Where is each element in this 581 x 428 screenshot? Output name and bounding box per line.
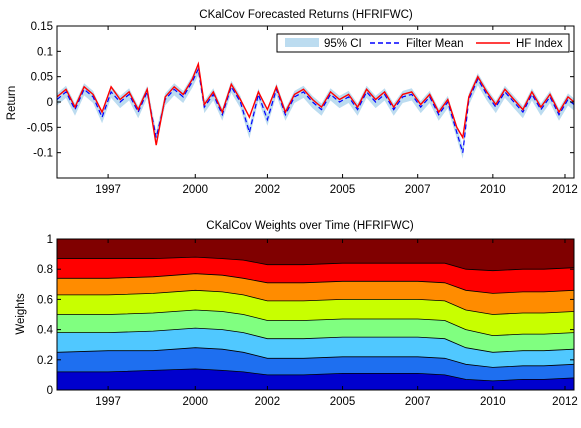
weight-boundary-line [57, 368, 575, 382]
x-tick-label: 2010 [480, 396, 506, 408]
legend-box [276, 33, 570, 53]
x-tick-label: 1997 [95, 184, 121, 196]
x-tick-label: 2005 [330, 396, 356, 408]
x-tick-label: 2000 [182, 396, 208, 408]
weight-band [57, 290, 574, 336]
weights-over-time-plot: CKalCov Weights over Time (HFRIFWC) Weig… [15, 220, 578, 408]
x-tick-label: 2010 [480, 184, 506, 196]
top-y-axis-label: Return [6, 86, 18, 121]
top-series-lines [56, 61, 575, 153]
x-tick-label: 2002 [255, 184, 281, 196]
y-tick-label: -0.1 [33, 148, 53, 160]
y-tick-label: 0 [47, 385, 53, 397]
bottom-chart-title: CKalCov Weights over Time (HFRIFWC) [206, 220, 414, 232]
weight-boundary-lines [56, 256, 575, 382]
x-tick-label: 2000 [182, 184, 208, 196]
forecast-returns-plot: CKalCov Forecasted Returns (HFRIFWC) Ret… [6, 9, 578, 196]
weight-band [57, 347, 574, 381]
y-tick-label: 0.8 [37, 264, 53, 276]
legend-ci-swatch [285, 38, 319, 47]
x-tick-label: 2005 [330, 184, 356, 196]
weight-band [57, 257, 574, 294]
top-y-ticks: 0.15 0.1 0.05 0 -0.05 -0.1 [27, 21, 574, 160]
bottom-y-axis-label: Weights [15, 293, 27, 335]
top-chart-title: CKalCov Forecasted Returns (HFRIFWC) [199, 9, 413, 21]
y-tick-label: 0.1 [37, 46, 53, 58]
y-tick-label: 0.05 [31, 72, 53, 84]
weight-boundary-line [57, 289, 575, 315]
y-tick-label: 0.15 [31, 21, 53, 33]
x-tick-label: 2012 [552, 396, 578, 408]
y-tick-label: 0.6 [37, 294, 53, 306]
x-tick-label: 2012 [552, 184, 578, 196]
bottom-y-ticks: 0 0.2 0.4 0.6 0.8 1 [37, 234, 574, 397]
legend-label-filter-mean: Filter Mean [406, 38, 464, 50]
confidence-interval-band [57, 63, 574, 159]
bottom-plot-frame [56, 238, 575, 391]
weight-boundary-line [57, 309, 575, 337]
weight-band [57, 239, 574, 271]
legend-label-ci: 95% CI [324, 38, 362, 50]
weight-band [57, 368, 574, 390]
x-tick-label: 2002 [255, 396, 281, 408]
legend: 95% CI Filter Mean HF Index [276, 33, 570, 53]
top-x-ticks: 1997 2000 2002 2005 2007 2010 2012 [95, 26, 578, 196]
y-tick-label: 0 [47, 97, 53, 109]
x-tick-label: 1997 [95, 396, 121, 408]
weight-boundary-line [57, 327, 575, 353]
y-tick-label: 1 [47, 234, 53, 246]
weight-boundary-line [56, 347, 575, 368]
x-tick-label: 2007 [405, 184, 431, 196]
y-tick-label: 0.2 [37, 355, 53, 367]
bottom-x-ticks: 1997 2000 2002 2005 2007 2010 2012 [95, 239, 578, 408]
legend-label-hf-index: HF Index [516, 38, 563, 50]
y-tick-label: -0.05 [27, 122, 53, 134]
ci-band [57, 63, 574, 159]
weight-boundary-line [57, 256, 575, 272]
y-tick-label: 0.4 [37, 325, 54, 337]
weight-band [57, 328, 574, 368]
series-line-hf-index [56, 61, 575, 146]
x-tick-label: 2007 [405, 396, 431, 408]
weight-boundary-line [57, 273, 575, 294]
series-line-filter-mean [56, 67, 575, 153]
weight-band [57, 273, 574, 315]
